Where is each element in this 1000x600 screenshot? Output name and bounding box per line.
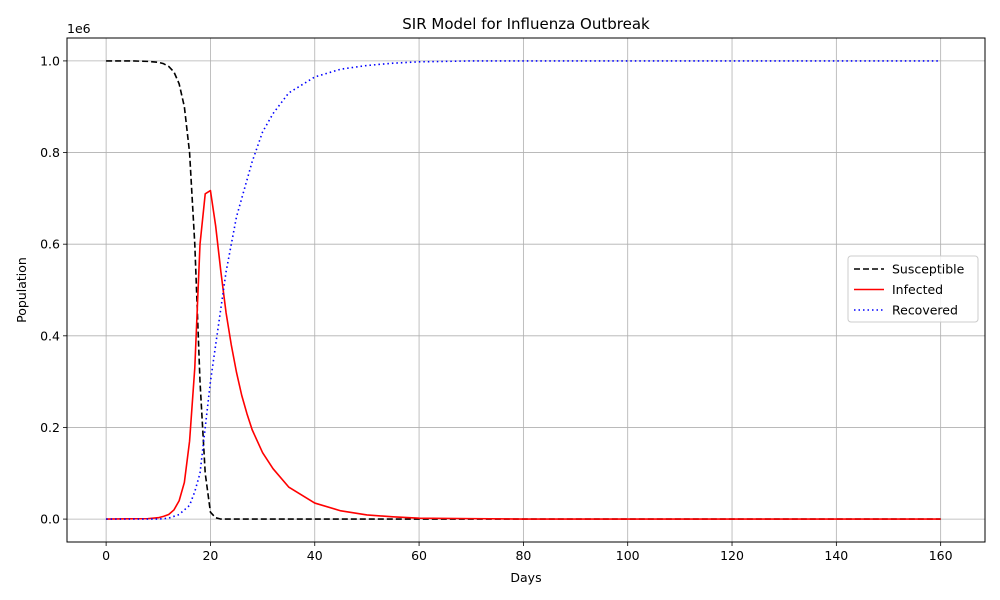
x-axis-title: Days [510, 570, 541, 585]
y-tick-label: 0.2 [40, 420, 60, 435]
plot-area [67, 38, 985, 542]
series-layer [106, 60, 941, 520]
y-tick-label: 1.0 [40, 53, 60, 68]
x-tick-label: 60 [411, 548, 427, 563]
ticks: 0 20 40 60 80 100 120 140 160 0.0 0.2 0.4 0.6 0.8 1.0 [40, 53, 953, 563]
y-tick-label: 0.6 [40, 237, 60, 252]
legend-label-infected: Infected [892, 282, 943, 297]
x-tick-label: 0 [102, 548, 110, 563]
x-tick-label: 140 [824, 548, 848, 563]
legend-box [847, 255, 979, 323]
legend-label-susceptible: Susceptible [892, 262, 965, 277]
y-offset-label: 1e6 [67, 21, 91, 36]
y-tick-label: 0.4 [40, 328, 60, 343]
x-tick-label: 40 [307, 548, 323, 563]
x-tick-label: 100 [616, 548, 640, 563]
x-tick-label: 120 [720, 548, 744, 563]
series-line-infected [106, 189, 941, 520]
legend-label-recovered: Recovered [892, 303, 958, 318]
x-tick-label: 160 [929, 548, 953, 563]
y-axis-title: Population [14, 257, 29, 323]
plot-frame [66, 37, 986, 543]
series-line-susceptible [106, 60, 941, 520]
y-tick-label: 0.8 [40, 145, 60, 160]
x-tick-label: 20 [202, 548, 218, 563]
chart-title: SIR Model for Influenza Outbreak [402, 15, 650, 33]
x-tick-label: 80 [515, 548, 531, 563]
y-tick-label: 0.0 [40, 512, 60, 527]
legend: Susceptible Infected Recovered [847, 255, 979, 323]
